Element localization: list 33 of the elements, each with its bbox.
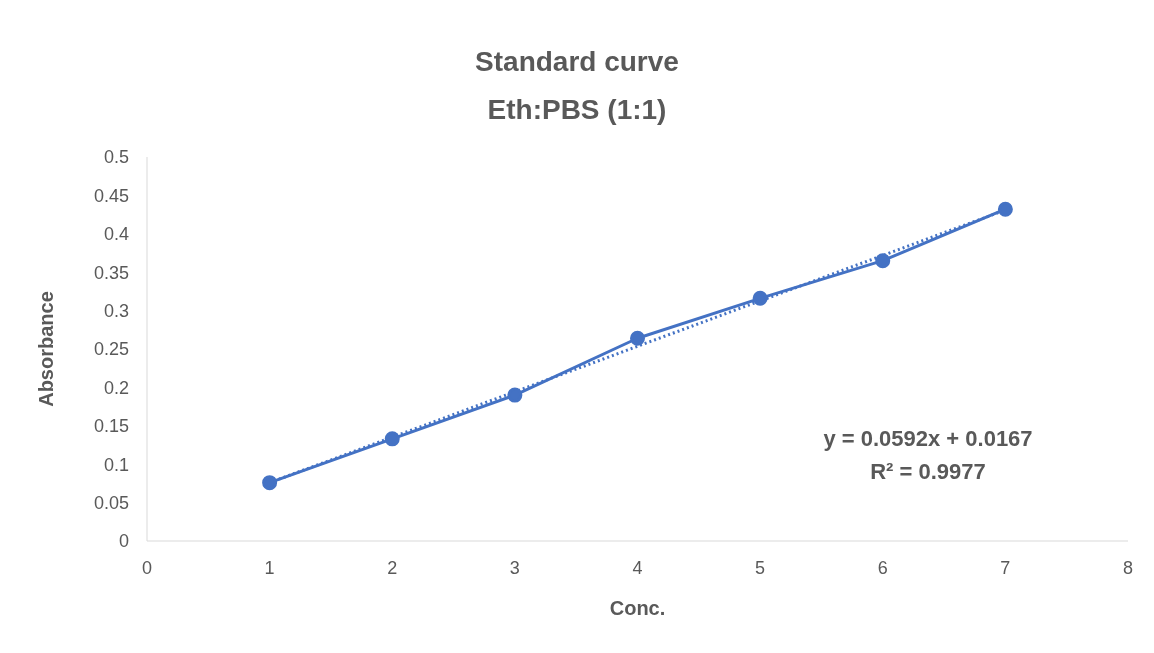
x-tick-label: 2: [387, 557, 398, 578]
y-tick-label: 0.3: [103, 300, 129, 321]
x-tick-label: 3: [509, 557, 520, 578]
y-tick-label: 0.05: [93, 492, 129, 513]
x-tick-label: 6: [877, 557, 888, 578]
x-tick-label: 4: [632, 557, 643, 578]
y-tick-label: 0.35: [93, 262, 129, 283]
point: [262, 475, 278, 491]
x-tick-label: 1: [264, 557, 275, 578]
y-tick-label: 0.15: [93, 416, 129, 437]
point: [384, 431, 400, 447]
point: [507, 387, 523, 403]
y-tick-label: 0.45: [93, 185, 129, 206]
x-axis-title: Conc.: [609, 597, 666, 619]
y-tick-label: 0.25: [93, 339, 129, 360]
point: [875, 253, 891, 269]
chart-title: Standard curve: [474, 45, 680, 79]
chart-subtitle: Eth:PBS (1:1): [486, 93, 668, 127]
point: [997, 201, 1013, 217]
point: [752, 290, 768, 306]
y-tick-label: 0.1: [103, 454, 129, 475]
y-tick-label: 0.4: [103, 224, 129, 245]
x-tick-label: 5: [755, 557, 766, 578]
point: [630, 330, 645, 346]
x-tick-label: 7: [1000, 557, 1011, 578]
annotation: y = 0.0592x + 0.0167: [822, 425, 1034, 453]
y-tick-label: 0.2: [103, 377, 129, 398]
x-tick-label: 0: [141, 557, 153, 578]
y-tick-label: 0.5: [103, 147, 129, 168]
annotation: R² = 0.9977: [869, 458, 987, 486]
y-axis-title: Absorbance: [35, 291, 58, 407]
y-tick-label: 0: [118, 531, 129, 552]
x-tick-label: 8: [1122, 557, 1134, 578]
